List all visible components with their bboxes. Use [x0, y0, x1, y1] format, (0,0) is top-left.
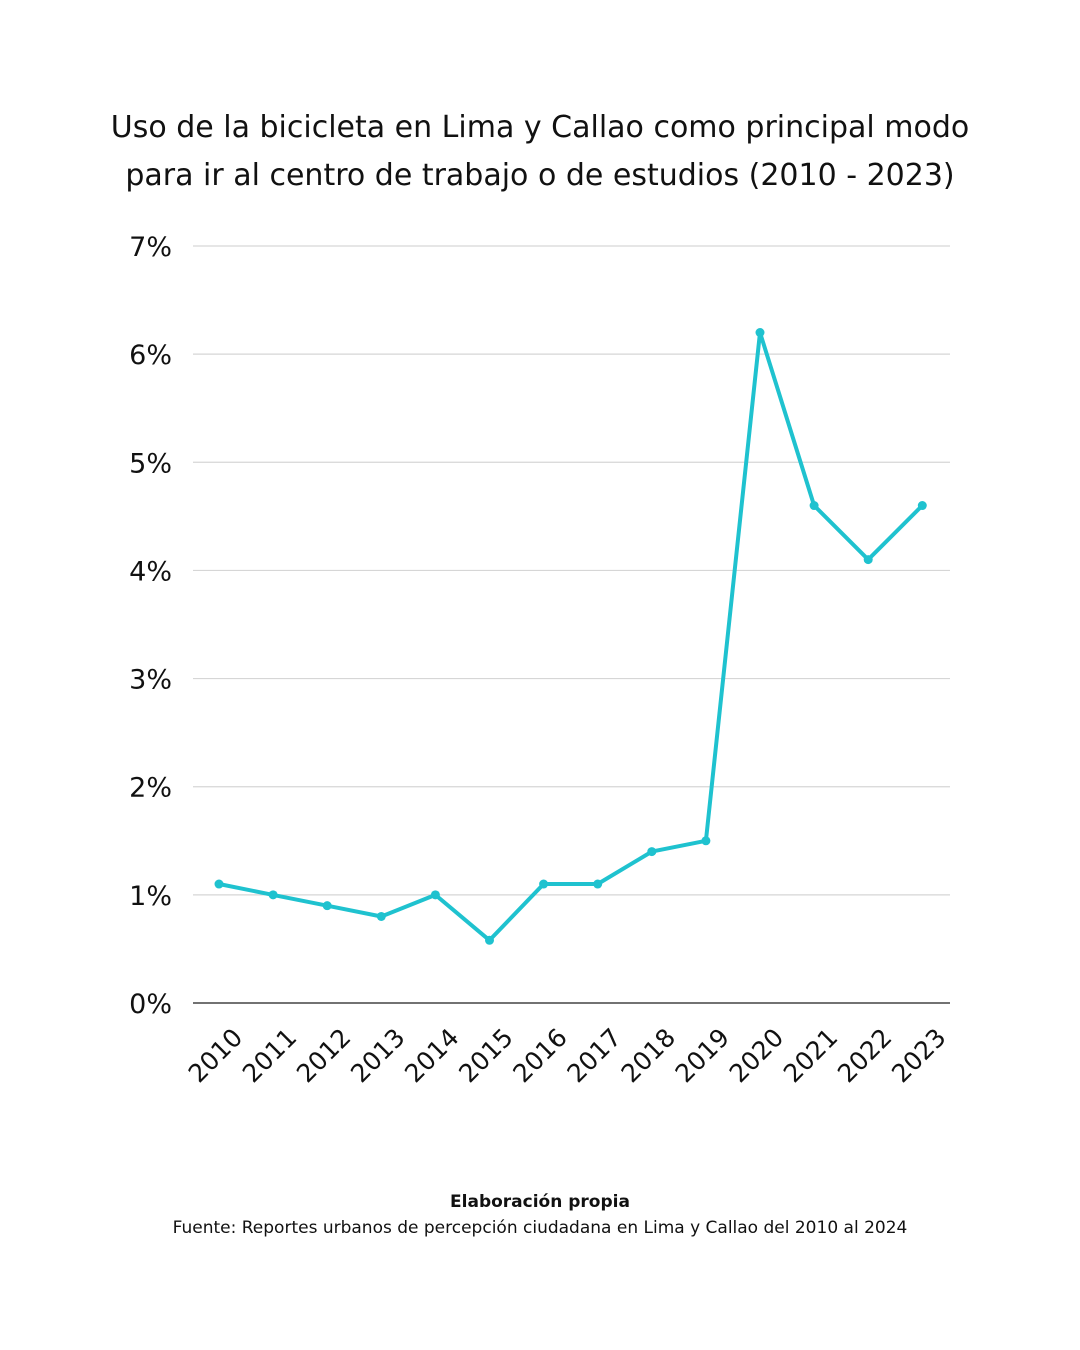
data-point: [647, 847, 657, 857]
x-tick-label: 2020: [724, 1023, 789, 1088]
x-tick-label: 2022: [832, 1023, 897, 1088]
data-points: [214, 328, 927, 945]
grid-lines: [193, 245, 950, 1004]
y-tick-label: 3%: [129, 665, 172, 696]
chart-title: Uso de la bicicleta en Lima y Callao com…: [40, 104, 1040, 200]
y-tick-label: 4%: [129, 556, 172, 587]
x-tick-label: 2017: [561, 1023, 626, 1088]
x-tick-label: 2019: [670, 1023, 735, 1088]
x-tick-label: 2021: [778, 1023, 843, 1088]
chart-title-line-1: Uso de la bicicleta en Lima y Callao com…: [110, 110, 970, 145]
data-point: [214, 879, 224, 889]
data-point: [701, 836, 711, 846]
data-point: [322, 901, 332, 911]
x-tick-label: 2011: [237, 1023, 302, 1088]
data-point: [863, 555, 873, 565]
chart-title-line-2: para ir al centro de trabajo o de estudi…: [125, 158, 955, 193]
x-tick-label: 2023: [886, 1023, 951, 1088]
series-line: [217, 330, 925, 943]
data-point: [376, 911, 386, 921]
y-axis-ticks: 0% 1% 2% 3% 4% 5% 6% 7%: [129, 232, 172, 1020]
y-tick-label: 7%: [129, 232, 172, 263]
data-point: [809, 501, 819, 511]
credit-text: Elaboración propia: [450, 1192, 630, 1212]
y-tick-label: 5%: [129, 448, 172, 479]
data-point: [917, 501, 927, 511]
x-tick-label: 2018: [616, 1023, 681, 1088]
data-point: [485, 935, 494, 945]
data-point: [593, 879, 603, 889]
x-tick-label: 2016: [507, 1023, 572, 1088]
y-tick-label: 1%: [129, 881, 172, 912]
x-axis-ticks: 2010201120122013201420152016201720182019…: [183, 1023, 952, 1088]
data-point: [755, 328, 765, 338]
x-tick-label: 2010: [183, 1023, 248, 1088]
x-tick-label: 2015: [453, 1023, 518, 1088]
x-tick-label: 2014: [399, 1023, 464, 1088]
x-tick-label: 2013: [345, 1023, 410, 1088]
y-tick-label: 6%: [129, 340, 172, 371]
y-tick-label: 2%: [129, 773, 172, 804]
y-tick-label: 0%: [129, 989, 172, 1020]
data-point: [430, 890, 440, 900]
series-line-path: [217, 330, 925, 943]
x-tick-label: 2012: [291, 1023, 356, 1088]
source-text: Fuente: Reportes urbanos de percepción c…: [172, 1218, 908, 1238]
data-point: [268, 890, 278, 900]
data-point: [539, 879, 549, 889]
